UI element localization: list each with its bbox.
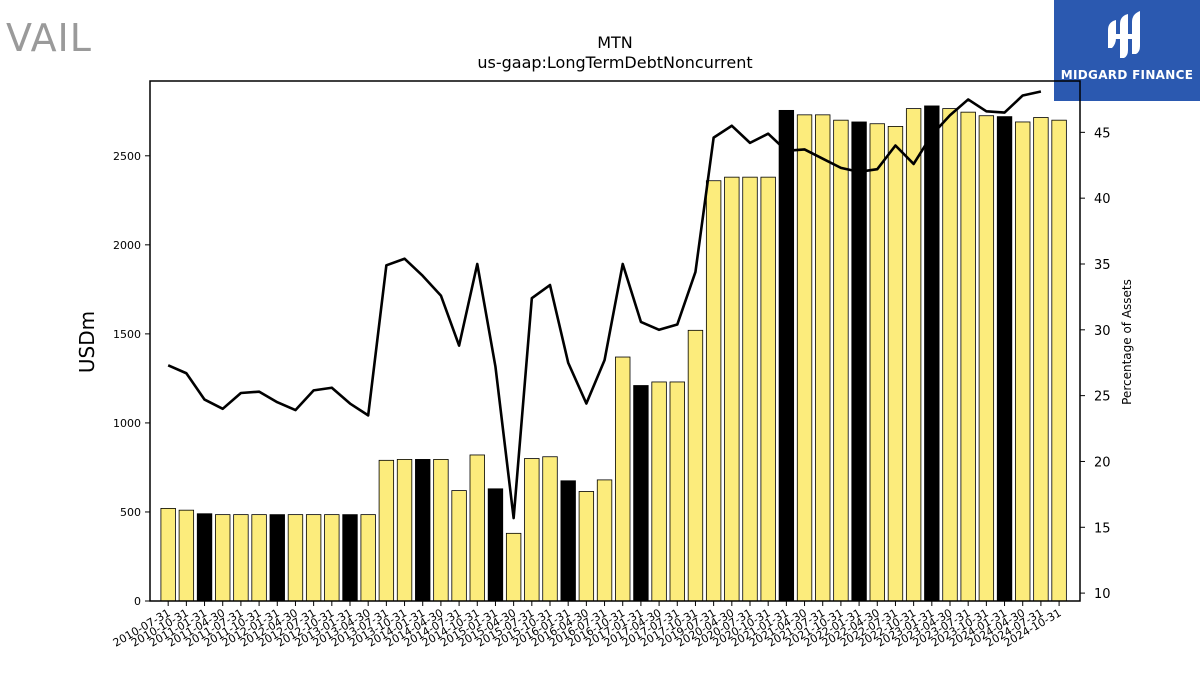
percentage-of-assets-line [167,90,1042,520]
bar [596,479,613,602]
bar-fiscal-year-end [196,513,213,602]
y-tick-label: 1500 [113,328,141,341]
vail-logo: VAIL [6,18,96,78]
y2-tick-label: 25 [1094,390,1111,405]
chart-subtitle: us-gaap:LongTermDebtNoncurrent [477,53,752,72]
midgard-emblem-icon [1108,11,1140,58]
bar [251,514,267,602]
bar [160,507,176,602]
y-tick-label: 0 [134,595,141,608]
bar [942,108,958,602]
bar [669,381,685,602]
midgard-logo-text: MIDGARD FINANCE [1060,68,1194,82]
y-axis-label: USDm [75,311,99,373]
y2-tick-label: 20 [1094,455,1111,470]
y2-axis-label: Percentage of Assets [1120,279,1134,405]
bar-fiscal-year-end [415,459,431,602]
bar [178,509,195,602]
bar [505,532,522,602]
bar [1015,121,1031,602]
bar [396,459,413,602]
bar [742,176,758,602]
bar [978,115,995,602]
bar [524,458,540,602]
vail-logo-text: VAIL [6,16,92,60]
bar [651,381,667,602]
bar [451,490,467,602]
bar [760,176,776,602]
bar [833,119,849,602]
bar-fiscal-year-end [778,109,795,602]
y2-tick-label: 30 [1094,324,1111,339]
bar [215,514,231,602]
bar [305,514,322,602]
plot-frame [149,80,1081,602]
bar [796,114,813,602]
bar [542,456,558,602]
bar [869,123,885,602]
bar [1051,119,1067,602]
bar [724,176,740,602]
bar [615,356,631,602]
axes-layer: 0500100015002000250010152025303540452010… [111,80,1111,650]
bar-fiscal-year-end [342,514,358,602]
chart-title: MTN [597,33,633,52]
bar-fiscal-year-end [269,514,285,602]
bar-fiscal-year-end [487,488,504,602]
bar-fiscal-year-end [924,105,940,602]
y2-tick-label: 35 [1094,258,1111,273]
bar [1033,117,1049,602]
bar-fiscal-year-end [996,116,1013,602]
bars-layer [160,105,1067,602]
bar [378,459,395,602]
bar [469,454,485,602]
bar [360,514,376,602]
bar [705,180,722,602]
bar [233,514,249,602]
bar [905,108,922,602]
bar [324,514,340,602]
line-layer [167,90,1042,520]
bar [687,329,704,602]
y2-tick-label: 15 [1094,521,1111,536]
y2-tick-label: 40 [1094,192,1111,207]
bar [578,491,595,602]
y2-tick-label: 45 [1094,126,1111,141]
bar [815,114,831,602]
y-tick-label: 1000 [113,417,141,430]
bar-fiscal-year-end [560,480,576,602]
bar-fiscal-year-end [633,385,649,602]
bar-fiscal-year-end [851,121,867,602]
bar [887,126,904,602]
bar [433,459,449,602]
y-tick-label: 2500 [113,150,141,163]
y2-tick-label: 10 [1094,587,1111,602]
bar [287,514,304,602]
y-tick-label: 500 [120,506,141,519]
bar [960,111,976,602]
y-tick-label: 2000 [113,239,141,252]
midgard-finance-logo: MIDGARD FINANCE [1054,0,1200,101]
